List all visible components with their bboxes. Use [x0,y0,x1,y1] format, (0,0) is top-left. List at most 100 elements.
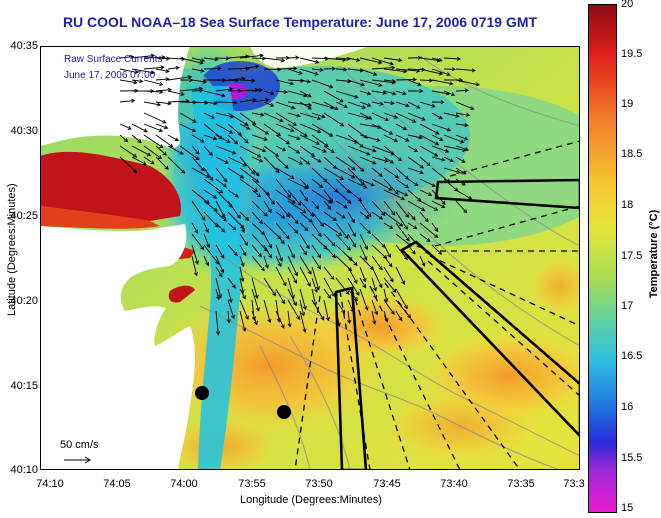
current-vector [119,100,135,103]
current-vector [287,112,301,117]
current-vector-head [216,331,221,336]
current-vector-head [461,159,466,163]
current-vector [287,90,307,97]
current-vector [431,189,446,205]
current-vector-head [464,147,469,152]
current-vector [431,134,443,141]
current-vector [431,57,442,62]
current-vector-head [460,139,465,144]
current-vector-head [346,246,351,251]
current-vector-head [394,190,399,195]
current-vector-head [451,67,456,72]
current-vector [275,67,297,70]
current-vector [239,222,245,233]
current-vector-head [280,324,285,329]
current-vector-head [404,192,409,197]
current-vector-head [389,159,394,164]
current-vector-head [231,284,236,289]
current-vector [383,200,396,216]
current-vector-head [390,310,395,315]
current-vector [239,134,249,144]
y-axis-label: Latitude (Degrees:Minutes) [6,183,18,316]
current-vector [287,57,299,59]
current-vector [191,233,204,250]
current-vector-head [405,103,410,108]
current-vector-head [257,253,262,258]
current-vector-head [165,77,170,82]
current-vector-head [384,158,389,163]
colorbar-tick: 19 [621,98,634,110]
current-vector [251,310,258,325]
current-vector [359,288,368,311]
current-vector-head [398,222,404,227]
current-vector-head [169,143,174,148]
current-vector [311,244,321,258]
current-vector [347,266,358,284]
current-vector [275,255,282,267]
current-vector-head [419,267,424,272]
current-vector-head [160,65,165,70]
current-vector-head [376,137,381,142]
x-tick: 73:45 [373,478,401,490]
current-vector-head [246,125,251,130]
current-vector [191,134,205,143]
current-vector-head [251,78,256,83]
current-vector [335,68,347,71]
current-vector [299,178,309,189]
current-vector [455,101,474,110]
current-vector-head [315,59,320,64]
current-vector-head [221,214,226,219]
x-axis-label: Longitude (Degrees:Minutes) [240,494,382,506]
current-vector [143,66,164,70]
current-vector [179,145,200,160]
current-vector-head [372,71,378,76]
current-vector [371,277,377,291]
current-vector-head [336,322,341,327]
current-vector [383,79,396,82]
current-vector-head [426,238,431,242]
current-vector [455,68,476,72]
current-vector-head [213,101,218,106]
current-vector-head [240,277,245,283]
current-vector [359,134,380,142]
current-vector-head [228,87,234,92]
current-vector-head [137,139,142,144]
current-vector [263,90,274,95]
current-vector-head [150,70,156,75]
current-vector [395,244,408,260]
current-vector [419,255,426,267]
current-vector [347,178,367,189]
current-vector [359,90,371,95]
current-vector-head [405,213,409,218]
current-vector [455,79,480,86]
current-vector-head [228,130,234,134]
current-vector [239,310,246,332]
current-vector [383,299,395,315]
current-vector-head [187,75,193,80]
current-vector-head [397,157,403,162]
current-vector-head [293,279,297,284]
current-vector-head [331,292,335,297]
current-vector-head [293,66,298,71]
current-vector-head [345,290,350,296]
current-vector-head [139,79,144,84]
current-vector-head [175,65,180,70]
current-vector-head [157,155,163,160]
current-vector-head [164,165,169,170]
current-vector [371,90,387,94]
current-vector-head [301,312,306,317]
current-vector-head [277,235,282,240]
current-vector-head [378,266,383,271]
current-vector [299,288,307,310]
current-vector [371,211,383,220]
current-vector [215,277,222,298]
current-vector [131,134,142,143]
current-vector [455,178,466,186]
current-vector-head [405,237,410,242]
current-vector [371,123,393,135]
current-vector-head [195,156,200,161]
current-vector-head [393,138,399,143]
current-vector-head [411,216,416,221]
current-vector-head [389,225,394,229]
current-vector-head [259,53,264,58]
